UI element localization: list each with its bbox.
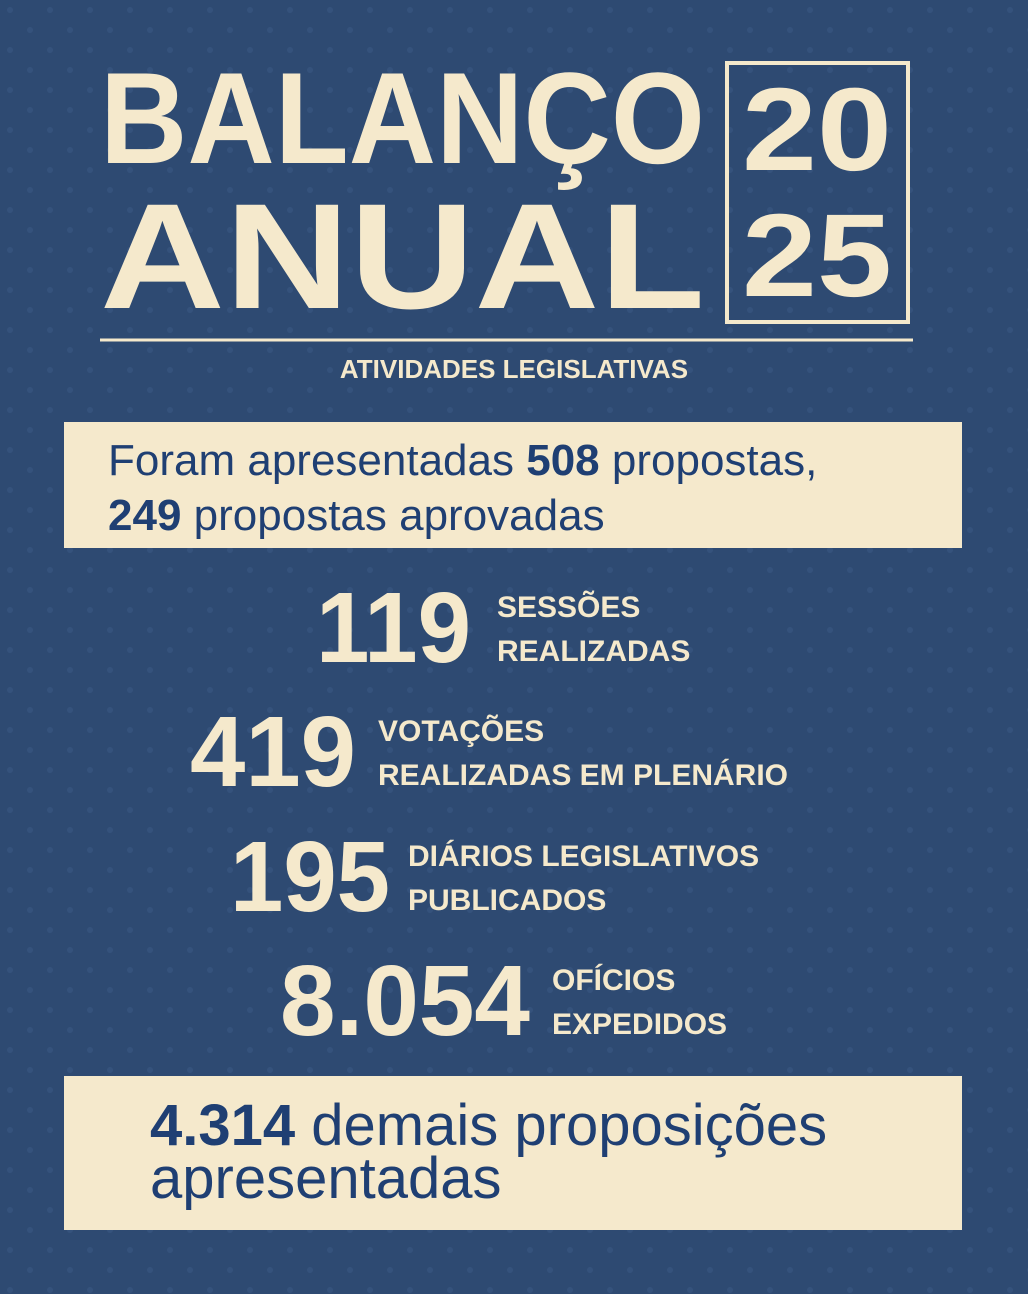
stat-label: OFÍCIOS bbox=[552, 963, 675, 997]
highlight-box bbox=[64, 1076, 962, 1230]
stat-label: VOTAÇÕES bbox=[378, 714, 544, 748]
stat-number: 419 bbox=[190, 696, 356, 808]
stat-number: 195 bbox=[230, 821, 390, 933]
text: Foram apresentadas bbox=[108, 436, 514, 485]
text: propostas, bbox=[612, 436, 817, 485]
stats: 119 SESSÕES REALIZADAS 419 VOTAÇÕES REALIZADA… bbox=[190, 572, 788, 1057]
stat-label: SESSÕES bbox=[497, 590, 640, 624]
highlight-line: apresentadas bbox=[150, 1146, 501, 1211]
stat-label: DIÁRIOS LEGISLATIVOS bbox=[408, 839, 759, 873]
stat-label: REALIZADAS EM PLENÁRIO bbox=[378, 758, 788, 792]
highlight-box bbox=[64, 422, 962, 548]
text: demais proposições bbox=[311, 1093, 827, 1158]
year-line: 20 bbox=[742, 64, 892, 196]
stat-label: EXPEDIDOS bbox=[552, 1008, 727, 1041]
year-box bbox=[725, 61, 910, 324]
text: propostas aprovadas bbox=[194, 491, 605, 540]
number: 508 bbox=[526, 436, 599, 485]
title-line: BALANÇO bbox=[100, 45, 705, 191]
title-line: ANUAL bbox=[100, 172, 705, 340]
stat-number: 119 bbox=[316, 572, 471, 684]
subtitle: ATIVIDADES LEGISLATIVAS bbox=[340, 354, 688, 384]
year-line: 25 bbox=[742, 190, 892, 322]
stat-label: PUBLICADOS bbox=[408, 884, 606, 917]
highlight-line: 249 propostas aprovadas bbox=[108, 491, 605, 540]
highlight-line: Foram apresentadas 508 propostas, bbox=[108, 436, 817, 485]
number: 4.314 bbox=[150, 1093, 295, 1158]
highlight-line: 4.314 demais proposições bbox=[150, 1093, 827, 1158]
stat-number: 8.054 bbox=[280, 945, 530, 1057]
number: 249 bbox=[108, 491, 181, 540]
stat-label: REALIZADAS bbox=[497, 635, 690, 668]
